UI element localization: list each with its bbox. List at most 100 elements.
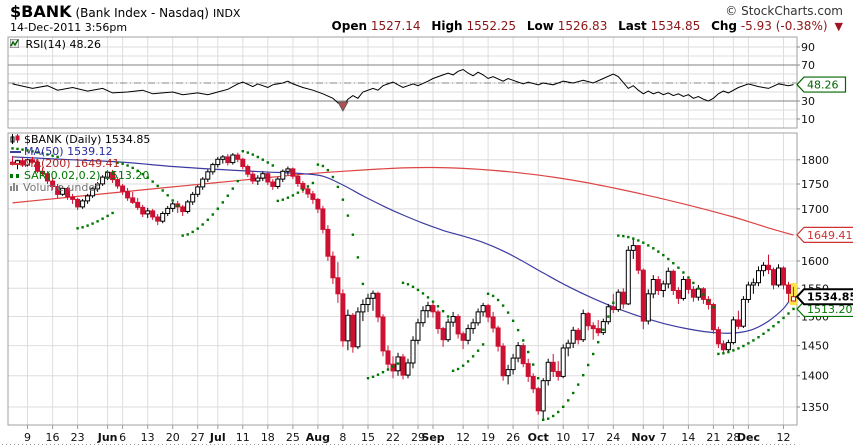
candle-body — [345, 314, 351, 342]
candle-body — [195, 186, 201, 195]
sar-dot — [757, 336, 760, 339]
legend-ma200-text: MA(200) 1649.41 — [24, 157, 120, 170]
sar-dot — [21, 148, 24, 151]
sar-dot — [151, 180, 154, 183]
sar-dot — [782, 316, 785, 320]
ma200-line — [12, 166, 794, 236]
price-axis-label: 1400 — [801, 370, 829, 383]
sar-dot — [632, 237, 635, 240]
candlestick-icon — [10, 133, 21, 147]
candle-body — [190, 193, 196, 203]
candle-body — [155, 216, 161, 222]
last-price-label-box — [795, 288, 853, 306]
sar-dot — [11, 147, 14, 150]
sar-dot — [577, 383, 580, 386]
sar-dot — [471, 355, 475, 358]
candle-body — [370, 292, 376, 299]
sar-dot — [767, 328, 770, 332]
candle-body — [665, 270, 671, 285]
sar-dot — [26, 149, 29, 152]
candle-body — [655, 279, 661, 291]
rsi-axis-label: 30 — [801, 95, 815, 108]
candle-body — [660, 283, 666, 291]
candle-body — [60, 187, 66, 195]
candle-body — [786, 284, 791, 294]
candle-body — [430, 305, 436, 313]
date-label: 23 — [71, 431, 85, 444]
rsi-legend: RSI(14) 48.26 — [9, 38, 101, 51]
sar-dot — [266, 161, 269, 164]
rsi-axis-label: 10 — [801, 113, 815, 126]
rsi-axis-label: 90 — [801, 41, 815, 54]
date-label: Sep — [421, 431, 444, 444]
candle-body — [30, 159, 35, 163]
sar-dot — [522, 339, 525, 342]
sar-dot — [421, 292, 425, 295]
legend-sar-row: SAR(0.02,0.2) 1513.20 — [10, 170, 150, 182]
stockcharts-copyright: © StockCharts.com — [725, 4, 843, 18]
candle-body — [740, 298, 746, 327]
candle-body — [420, 310, 426, 324]
sar-dot — [511, 319, 515, 322]
legend-ma200-row: MA(200) 1649.41 — [10, 158, 150, 170]
sar-dot — [622, 234, 625, 238]
candle-body — [235, 154, 241, 160]
legend-ma50-row: MA(50) 1539.12 — [10, 146, 150, 158]
price-axis-label: 1350 — [801, 401, 829, 414]
candle-body — [385, 350, 391, 365]
date-label: Jul — [209, 431, 226, 444]
chg-value: -5.93 (-0.38%) — [740, 19, 828, 33]
sar-dot — [251, 153, 254, 156]
candle-body — [290, 168, 296, 177]
sar-dot — [131, 166, 134, 170]
sar-dot — [271, 164, 274, 167]
sar-dot — [717, 352, 720, 356]
sar-dot — [657, 250, 660, 253]
sar-dot — [562, 405, 565, 408]
price-axis-label: 1800 — [801, 154, 829, 167]
candle-body — [350, 314, 356, 348]
sar-dot — [381, 371, 385, 374]
date-label: 15 — [361, 431, 375, 444]
candle-body — [766, 264, 771, 271]
candle-body — [300, 183, 306, 190]
ma50-line-icon — [10, 151, 21, 153]
price-axis-label: 1700 — [801, 203, 829, 216]
candle-body — [635, 245, 641, 271]
candle-body — [265, 173, 271, 183]
candle-body — [150, 210, 156, 218]
candle-body — [570, 329, 576, 344]
last-label: Last — [618, 19, 647, 33]
price-axis-label: 1600 — [801, 255, 829, 268]
sar-dot — [156, 184, 159, 188]
candle-body — [230, 154, 236, 164]
sar-dot — [557, 410, 560, 414]
sar-dot — [16, 147, 19, 151]
candle-body — [605, 306, 611, 323]
candle-body — [685, 279, 691, 290]
date-label: 8 — [339, 431, 346, 444]
date-label: 26 — [506, 431, 520, 444]
sar-dot — [742, 344, 745, 348]
sar-dot — [216, 207, 219, 210]
candle-body — [625, 249, 631, 305]
sar-dot — [707, 299, 710, 302]
sar-dot — [662, 253, 665, 257]
sar-dot — [101, 217, 104, 220]
rsi-current-label: 48.26 — [807, 79, 839, 92]
sar-dot — [56, 155, 59, 159]
quote-summary: Open 1527.14 High 1552.25 Low 1526.83 La… — [332, 19, 843, 33]
sar-dot — [301, 188, 305, 191]
candle-body — [410, 339, 416, 364]
candle-body — [791, 296, 796, 302]
sar-dot — [306, 185, 310, 188]
candle-body — [455, 316, 461, 335]
date-label: 20 — [166, 431, 180, 444]
sar-dot — [331, 175, 335, 179]
candle-body — [776, 267, 781, 286]
last-price-label: 1534.85 — [807, 291, 853, 304]
sar-dot — [516, 328, 520, 332]
candle-body — [40, 170, 45, 175]
candle-body — [355, 311, 361, 348]
